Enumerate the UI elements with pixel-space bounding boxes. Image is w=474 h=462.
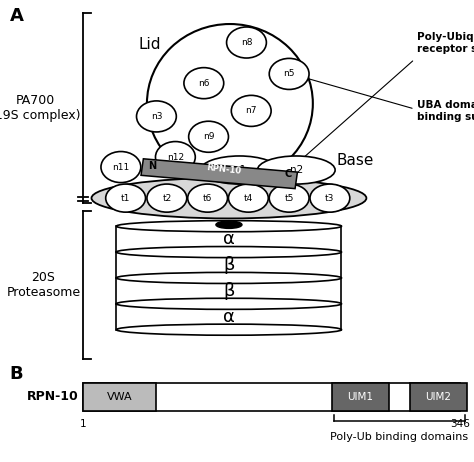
Text: C: C bbox=[284, 169, 292, 179]
Ellipse shape bbox=[228, 184, 268, 212]
Text: β: β bbox=[223, 256, 235, 274]
Text: n11: n11 bbox=[112, 163, 129, 171]
Text: t2: t2 bbox=[162, 194, 172, 203]
Text: UBA domain protein-
binding subunits: UBA domain protein- binding subunits bbox=[417, 100, 474, 122]
Text: n7: n7 bbox=[246, 106, 257, 116]
Ellipse shape bbox=[116, 324, 341, 335]
Ellipse shape bbox=[116, 221, 341, 232]
Ellipse shape bbox=[116, 273, 341, 284]
Ellipse shape bbox=[216, 221, 242, 228]
Text: n5: n5 bbox=[283, 69, 295, 79]
Text: UIM1: UIM1 bbox=[347, 392, 373, 402]
Bar bbox=[410, 383, 467, 411]
Circle shape bbox=[184, 67, 224, 99]
Bar bbox=[116, 226, 341, 252]
Bar bbox=[83, 383, 460, 411]
Bar bbox=[116, 252, 341, 278]
Circle shape bbox=[137, 101, 176, 132]
Bar bbox=[141, 159, 297, 188]
Text: RPN-10: RPN-10 bbox=[27, 390, 78, 403]
Text: RPN-10: RPN-10 bbox=[206, 163, 242, 176]
Circle shape bbox=[269, 58, 309, 90]
Text: PA700
(19S complex): PA700 (19S complex) bbox=[0, 94, 81, 122]
Text: α: α bbox=[223, 230, 235, 248]
Text: n2: n2 bbox=[290, 165, 303, 175]
Ellipse shape bbox=[269, 184, 309, 212]
Ellipse shape bbox=[106, 184, 146, 212]
Text: N: N bbox=[148, 161, 157, 171]
Text: A: A bbox=[9, 7, 23, 25]
Text: t6: t6 bbox=[203, 194, 212, 203]
Text: n8: n8 bbox=[241, 38, 252, 47]
Text: n6: n6 bbox=[198, 79, 210, 88]
Ellipse shape bbox=[310, 184, 350, 212]
Text: UIM2: UIM2 bbox=[426, 392, 451, 402]
Ellipse shape bbox=[201, 156, 278, 184]
Circle shape bbox=[227, 27, 266, 58]
Text: 1: 1 bbox=[80, 419, 86, 429]
Text: B: B bbox=[9, 365, 23, 383]
Bar bbox=[332, 383, 389, 411]
Text: Poly-Ubiquitin
receptor subunit: Poly-Ubiquitin receptor subunit bbox=[417, 32, 474, 54]
Bar bbox=[116, 304, 341, 330]
Text: 346: 346 bbox=[450, 419, 470, 429]
Text: t1: t1 bbox=[121, 194, 130, 203]
Bar bbox=[116, 278, 341, 304]
Circle shape bbox=[155, 141, 195, 173]
Text: 20S
Proteasome: 20S Proteasome bbox=[7, 271, 81, 298]
Text: Poly-Ub binding domains: Poly-Ub binding domains bbox=[330, 432, 468, 442]
Text: t5: t5 bbox=[284, 194, 294, 203]
Text: Base: Base bbox=[337, 153, 374, 168]
Circle shape bbox=[101, 152, 141, 182]
Ellipse shape bbox=[257, 156, 335, 184]
Ellipse shape bbox=[116, 298, 341, 310]
Circle shape bbox=[231, 95, 271, 127]
Text: β: β bbox=[223, 282, 235, 300]
Ellipse shape bbox=[91, 178, 366, 219]
Text: α: α bbox=[223, 308, 235, 326]
Ellipse shape bbox=[147, 184, 187, 212]
Text: n1: n1 bbox=[233, 165, 246, 175]
Ellipse shape bbox=[188, 184, 228, 212]
Text: n12: n12 bbox=[167, 152, 184, 162]
Text: t3: t3 bbox=[325, 194, 335, 203]
Ellipse shape bbox=[116, 247, 341, 258]
Text: VWA: VWA bbox=[107, 392, 133, 402]
Text: Lid: Lid bbox=[138, 37, 161, 52]
Text: n3: n3 bbox=[151, 112, 162, 121]
Circle shape bbox=[189, 121, 228, 152]
Text: t4: t4 bbox=[244, 194, 253, 203]
Text: n9: n9 bbox=[203, 132, 214, 141]
Bar bbox=[83, 383, 156, 411]
